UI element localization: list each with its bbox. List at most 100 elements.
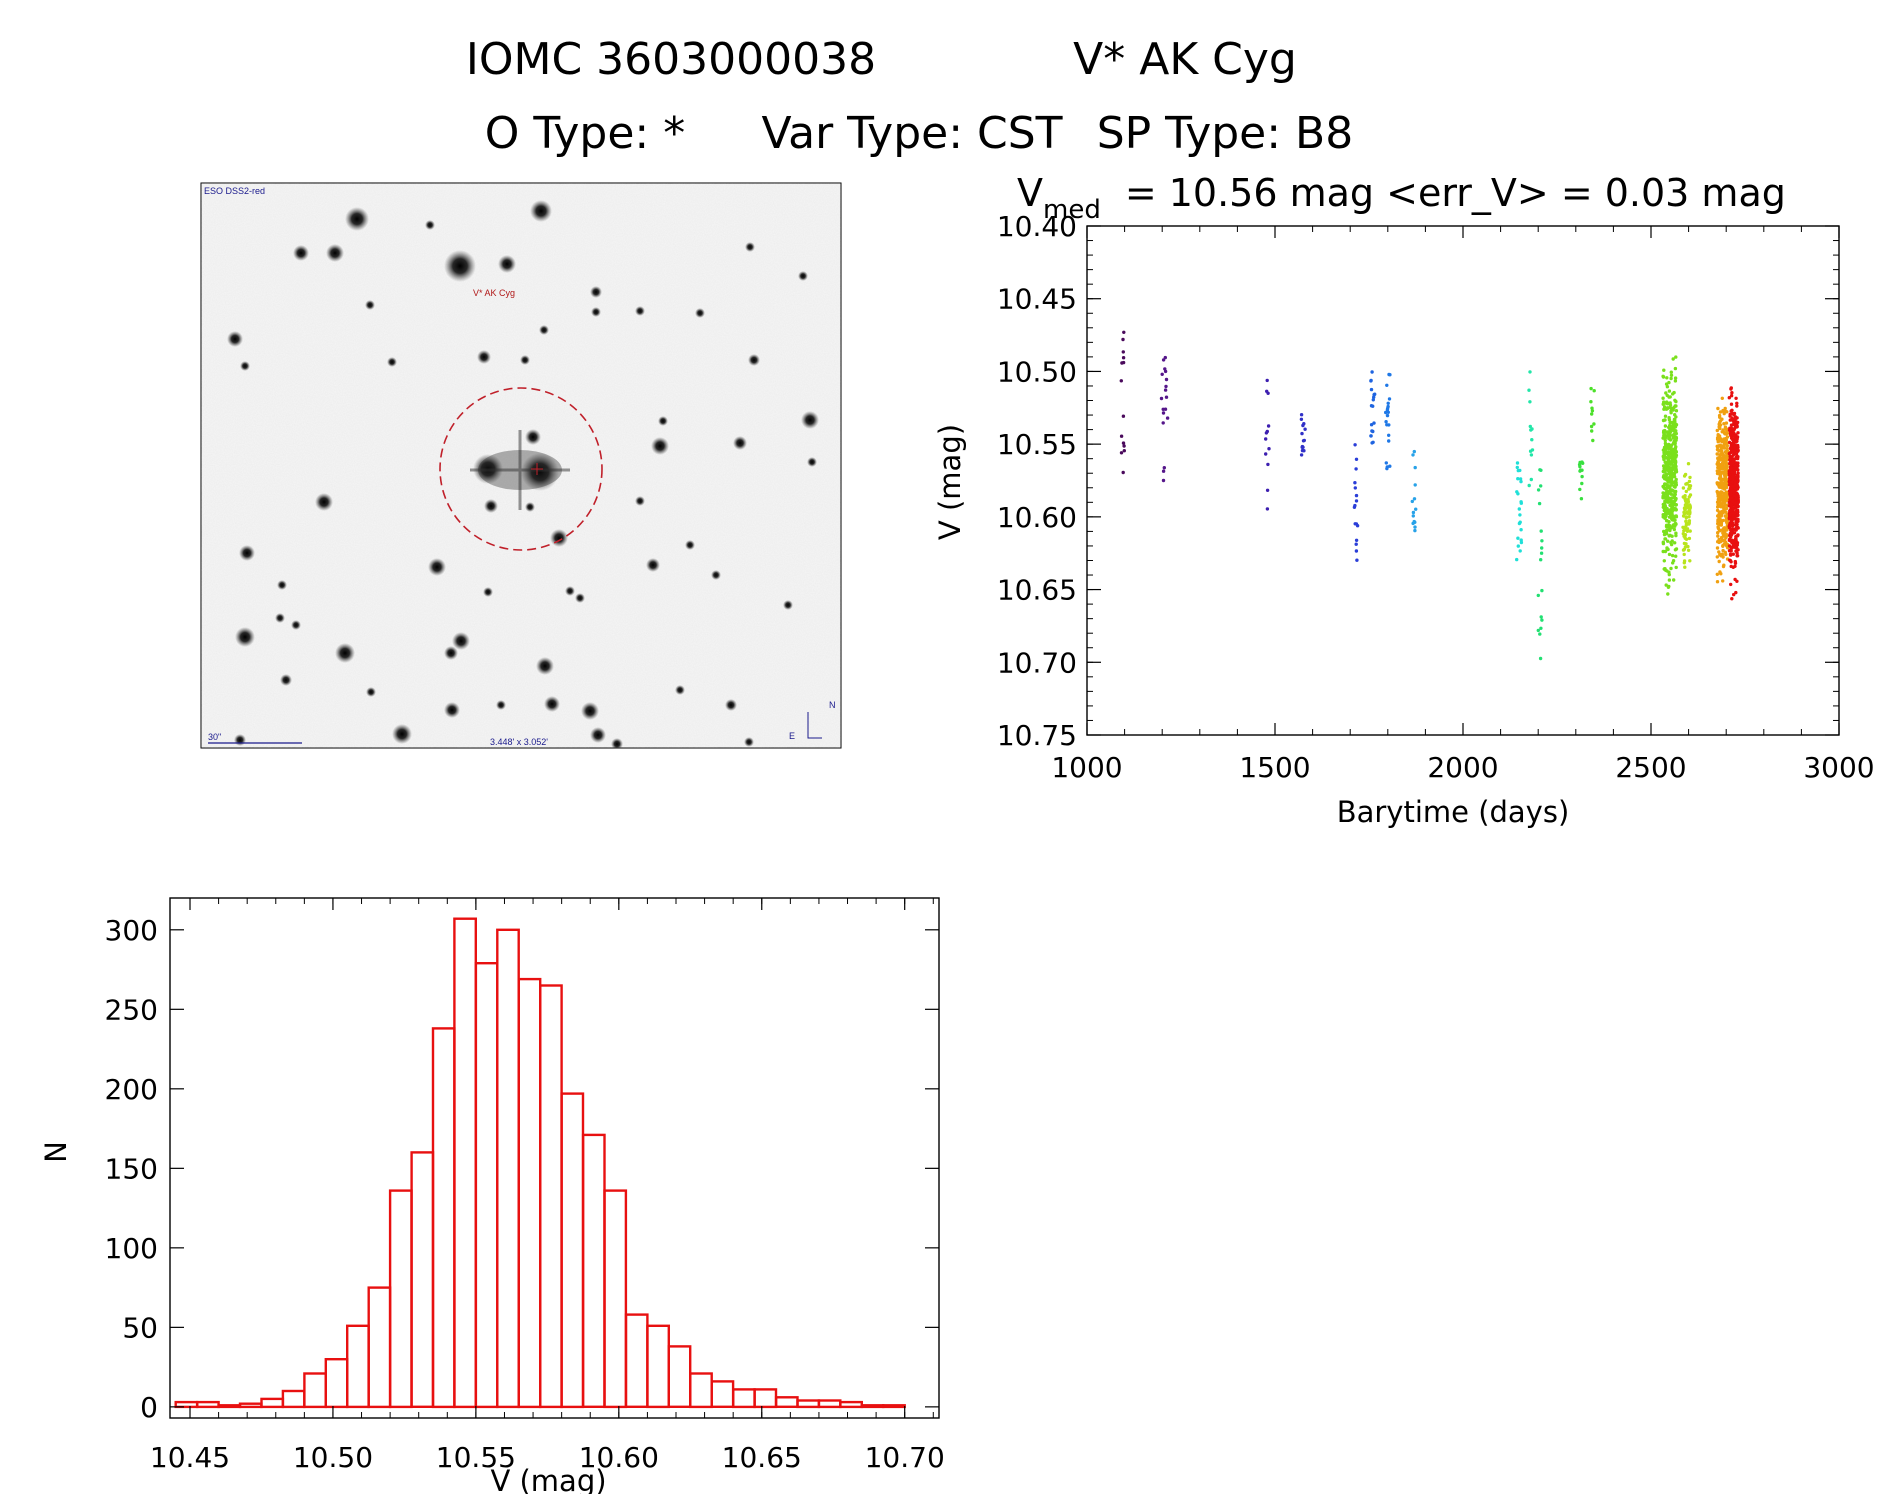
- lc-point: [1668, 401, 1672, 405]
- lc-point: [1685, 481, 1689, 486]
- lc-point: [1674, 435, 1678, 439]
- survey-label: ESO DSS2-red: [204, 186, 265, 196]
- lc-point: [1674, 399, 1678, 404]
- lc-point: [1540, 588, 1544, 593]
- lc-point: [1683, 545, 1688, 549]
- lc-point: [1721, 548, 1725, 553]
- lc-point: [1718, 415, 1722, 419]
- lc-point: [1540, 546, 1544, 550]
- lc-point: [1528, 449, 1533, 453]
- lc-point: [1717, 514, 1721, 519]
- star-55: [275, 613, 285, 623]
- hist-bar: [539, 984, 563, 1409]
- lc-point: [1687, 487, 1691, 491]
- lc-point: [1301, 439, 1306, 443]
- lc-point: [1685, 510, 1690, 514]
- lc-point: [1672, 527, 1677, 532]
- lc-point: [1387, 433, 1391, 437]
- lc-point: [1732, 427, 1737, 431]
- lc-point: [1729, 549, 1733, 553]
- lc-point: [1530, 438, 1534, 442]
- hist-bar: [774, 1396, 799, 1409]
- hist-bar: [174, 1400, 199, 1409]
- star-25: [525, 429, 541, 445]
- lc-point: [1518, 520, 1522, 524]
- lc-point: [1672, 474, 1676, 479]
- lc-point: [1715, 572, 1720, 576]
- title-object-id: IOMC 3603000038: [466, 34, 876, 85]
- lc-point: [1580, 474, 1584, 479]
- lc-point: [1669, 467, 1674, 471]
- lc-point: [1163, 367, 1167, 371]
- lc-point: [1665, 385, 1670, 389]
- lc-point: [1536, 593, 1541, 598]
- lc-point: [1384, 420, 1388, 424]
- lc-point: [1668, 433, 1672, 437]
- lc-point: [1666, 495, 1670, 500]
- lc-point: [1716, 534, 1720, 538]
- lc-point: [1672, 493, 1676, 497]
- lc-point: [1354, 467, 1358, 471]
- lc-point: [1662, 475, 1667, 479]
- lc-point: [1729, 546, 1734, 550]
- hist-bar: [453, 917, 477, 1409]
- lc-point: [1688, 559, 1692, 563]
- lc-point: [1673, 379, 1678, 383]
- lc-point: [1161, 411, 1166, 415]
- lc-point: [1664, 519, 1669, 523]
- star-30: [315, 493, 333, 511]
- lc-point: [1721, 564, 1726, 569]
- lc-point: [1724, 532, 1728, 536]
- star-5: [498, 255, 516, 273]
- lc-point: [1119, 434, 1124, 438]
- lc-point: [1723, 450, 1728, 454]
- lc-point: [1720, 461, 1725, 465]
- lc-point: [1665, 476, 1670, 480]
- lc-xtick-label: 1500: [1239, 751, 1310, 784]
- lc-point: [1161, 469, 1166, 473]
- lc-point: [1122, 330, 1126, 334]
- star-38: [536, 657, 554, 675]
- lc-point: [1666, 539, 1670, 543]
- hist-bar: [388, 1189, 413, 1409]
- lc-point: [1732, 434, 1737, 438]
- lc-ylabel: V (mag): [933, 424, 967, 540]
- lc-point: [1354, 499, 1359, 503]
- lc-point: [1666, 585, 1671, 589]
- lc-point: [1413, 528, 1417, 533]
- lc-point: [1667, 395, 1671, 399]
- star-52: [565, 586, 575, 596]
- lc-point: [1354, 542, 1358, 546]
- hist-bar: [882, 1404, 906, 1409]
- lc-point: [1727, 440, 1732, 445]
- lc-point: [1725, 410, 1729, 414]
- lc-point: [1661, 515, 1665, 519]
- lc-point: [1674, 355, 1678, 359]
- lc-point: [1736, 504, 1740, 509]
- lc-point: [1662, 559, 1667, 563]
- lc-point: [1673, 459, 1678, 463]
- star-1: [530, 200, 552, 222]
- lc-point: [1672, 453, 1677, 457]
- star-60: [748, 354, 760, 366]
- lc-point: [1734, 520, 1738, 525]
- lc-point: [1591, 438, 1595, 443]
- lc-point: [1717, 519, 1721, 523]
- lc-point: [1663, 503, 1667, 508]
- lc-point: [1664, 524, 1669, 529]
- lc-point: [1671, 436, 1676, 440]
- lc-point: [1516, 536, 1520, 540]
- lc-point: [1160, 372, 1164, 376]
- lc-point: [1590, 406, 1594, 410]
- lc-ytick-label: 10.40: [997, 210, 1077, 243]
- lc-point: [1353, 481, 1357, 485]
- lc-point: [1664, 583, 1668, 587]
- lc-point: [1672, 518, 1677, 522]
- lc-point: [1685, 506, 1689, 510]
- lc-point: [1578, 487, 1582, 492]
- lc-point: [1723, 503, 1727, 508]
- lc-point: [1722, 471, 1726, 475]
- object-label: V* AK Cyg: [473, 288, 515, 298]
- lc-point: [1539, 615, 1543, 619]
- lc-point: [1666, 468, 1670, 473]
